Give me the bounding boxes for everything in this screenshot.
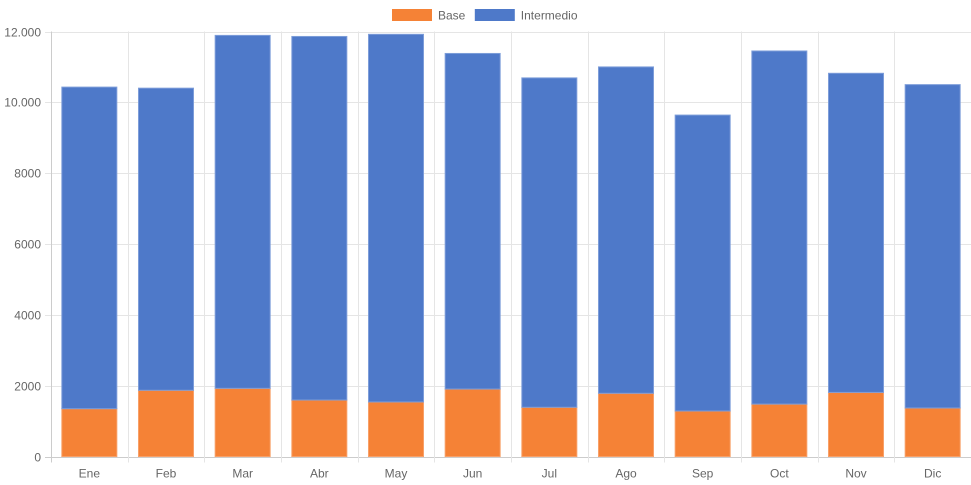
bar-base-ago[interactable] (598, 392, 654, 457)
y-tick-label: 4000 (14, 309, 41, 323)
x-tick-label: Ago (615, 467, 637, 481)
y-tick-label: 12.000 (4, 26, 41, 40)
bar-intermedio-abr[interactable] (291, 35, 348, 401)
x-tick-label: Mar (232, 467, 253, 481)
grid-lines (45, 31, 971, 463)
bar-base-may[interactable] (368, 401, 424, 458)
legend-swatch-base[interactable] (392, 9, 432, 21)
x-tick-label: Feb (156, 467, 177, 481)
x-tick-label: Ene (79, 467, 101, 481)
bar-intermedio-dic[interactable] (904, 84, 961, 409)
x-tick-label: Dic (924, 467, 941, 481)
x-tick-label: Abr (310, 467, 329, 481)
y-tick-label: 0 (34, 451, 41, 465)
bar-intermedio-may[interactable] (368, 33, 424, 403)
bar-base-jun[interactable] (444, 388, 501, 457)
x-tick-label: Oct (770, 467, 789, 481)
axes: 0 2000 4000 6000 8000 10.000 12.000 Ene Feb Mar Ab… (4, 26, 941, 481)
bar-intermedio-ago[interactable] (598, 66, 654, 394)
bar-base-oct[interactable] (751, 403, 808, 458)
bar-base-nov[interactable] (828, 391, 884, 458)
bar-base-jul[interactable] (521, 406, 578, 458)
bar-base-dic[interactable] (904, 407, 961, 457)
x-tick-label: Jul (542, 467, 557, 481)
bar-base-mar[interactable] (214, 387, 271, 457)
bar-intermedio-jul[interactable] (521, 77, 578, 408)
legend-label-intermedio[interactable]: Intermedio (521, 9, 578, 23)
y-tick-label: 8000 (14, 167, 41, 181)
bar-base-abr[interactable] (291, 399, 348, 457)
bar-intermedio-sep[interactable] (674, 114, 731, 412)
x-tick-label: May (385, 467, 408, 481)
x-tick-label: Nov (845, 467, 866, 481)
bar-base-sep[interactable] (674, 410, 731, 458)
bar-intermedio-mar[interactable] (214, 34, 271, 389)
bar-intermedio-nov[interactable] (828, 72, 884, 393)
x-tick-label: Sep (692, 467, 714, 481)
bar-intermedio-oct[interactable] (751, 50, 808, 405)
bars (61, 33, 961, 458)
bar-intermedio-feb[interactable] (138, 87, 194, 391)
y-tick-label: 6000 (14, 238, 41, 252)
legend-label-base[interactable]: Base (438, 9, 466, 23)
y-tick-label: 10.000 (4, 96, 41, 110)
bar-intermedio-ene[interactable] (61, 86, 118, 410)
bar-base-feb[interactable] (138, 389, 194, 458)
y-tick-label: 2000 (14, 380, 41, 394)
bar-intermedio-jun[interactable] (444, 52, 501, 390)
bar-base-ene[interactable] (61, 408, 118, 457)
x-tick-label: Jun (463, 467, 482, 481)
legend: Base Intermedio (392, 9, 578, 23)
legend-swatch-intermedio[interactable] (474, 9, 515, 21)
